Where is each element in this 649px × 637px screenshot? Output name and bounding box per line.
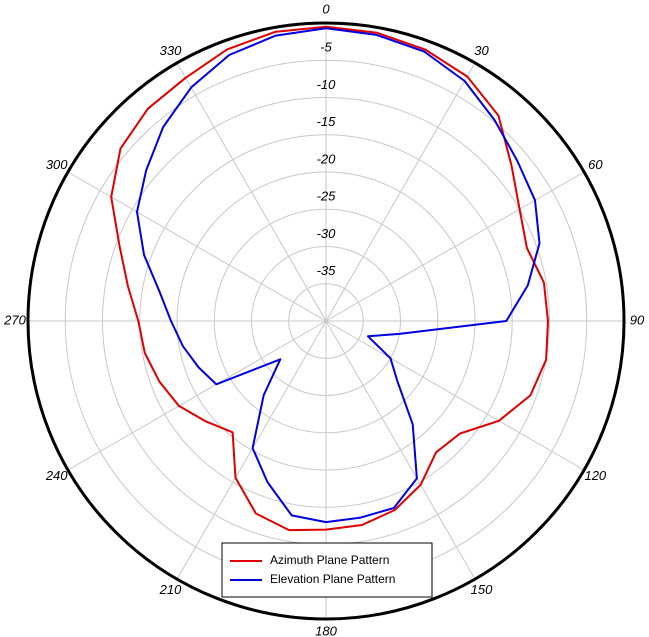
angle-label: 180 <box>315 623 337 637</box>
grid-spoke <box>325 62 476 322</box>
legend-label: Azimuth Plane Pattern <box>270 553 389 567</box>
radial-label: -10 <box>317 77 337 92</box>
legend-label: Elevation Plane Pattern <box>270 572 395 586</box>
radial-label: -30 <box>317 226 337 241</box>
radial-label: -35 <box>317 263 337 278</box>
radial-label: -5 <box>320 40 332 55</box>
angle-label: 330 <box>160 43 182 58</box>
angle-label: 90 <box>630 312 645 327</box>
angle-label: 0 <box>322 1 330 16</box>
angle-label: 60 <box>588 157 603 172</box>
angle-label: 30 <box>474 43 489 58</box>
angle-label: 300 <box>46 157 68 172</box>
grid-spoke <box>176 62 327 322</box>
outer-ring <box>26 21 626 621</box>
pattern-line <box>136 27 541 524</box>
radial-label: -25 <box>317 189 337 204</box>
grid-spoke <box>325 320 585 471</box>
grid-spoke <box>325 320 476 580</box>
radial-label: -20 <box>317 151 337 166</box>
pattern-line <box>110 25 549 532</box>
grid-spoke <box>176 320 327 580</box>
angle-label: 120 <box>584 468 606 483</box>
angle-label: 240 <box>45 468 68 483</box>
grid-spoke <box>325 171 585 322</box>
angle-label: 270 <box>3 312 26 327</box>
grid-spoke <box>67 320 327 471</box>
angle-label: 210 <box>159 582 182 597</box>
legend-box <box>221 542 433 598</box>
grid-spoke <box>67 171 327 322</box>
radial-label: -15 <box>317 114 337 129</box>
angle-label: 150 <box>471 582 493 597</box>
